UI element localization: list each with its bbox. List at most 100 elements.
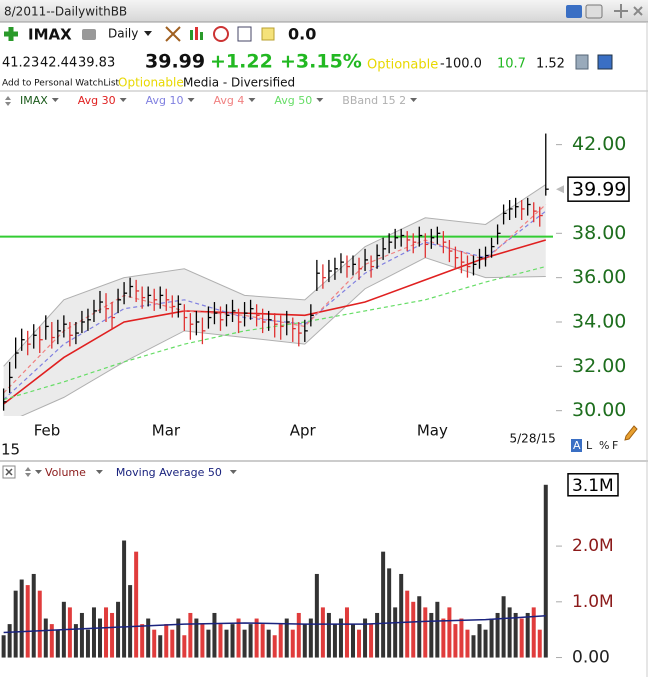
y-tick-label: 0.00 [572, 648, 610, 668]
volume-bar [471, 635, 476, 658]
volume-bar [110, 612, 115, 658]
change-field: 0.0 [288, 25, 316, 44]
bband-upper [3, 184, 547, 367]
volume-bar [423, 607, 428, 658]
side-button[interactable]: L [586, 439, 593, 452]
x-tick-label: Feb [34, 422, 61, 440]
last-volume-box [567, 473, 619, 497]
move-handle[interactable] [614, 4, 628, 18]
volume-bar [73, 624, 78, 658]
volume-bar [417, 596, 422, 658]
add-icon[interactable] [4, 27, 18, 41]
side-button-box[interactable] [571, 439, 582, 452]
pencil-icon[interactable] [624, 425, 638, 441]
volume-bar [19, 579, 24, 658]
y-tick-label: 34.00 [572, 310, 626, 332]
volume-bar [477, 624, 482, 658]
volume-bar [543, 484, 548, 658]
legend-dropdown[interactable] [410, 98, 418, 102]
legend-dropdown[interactable] [51, 98, 59, 102]
pane-mover[interactable] [25, 467, 31, 477]
volume-bar [55, 629, 60, 658]
volume-bar [284, 618, 289, 658]
volume-bar [513, 612, 518, 658]
alarm-icon[interactable] [213, 26, 229, 42]
volume-bar [387, 568, 392, 658]
volume-bar [525, 612, 530, 658]
last-price-pointer [556, 185, 564, 194]
side-button[interactable]: F [612, 439, 618, 452]
volume-bar [49, 624, 54, 658]
legend-entry[interactable]: Avg 30 [78, 94, 116, 107]
volume-bar [170, 629, 175, 658]
volume-bar [116, 601, 121, 658]
legend-entry[interactable]: BBand 15 2 [342, 94, 406, 107]
legend-entry[interactable]: Avg 50 [274, 94, 312, 107]
volume-bar [381, 551, 386, 658]
y-tick-label: 1.0M [572, 592, 614, 612]
legend-dropdown[interactable] [248, 98, 256, 102]
y-tick-label: 36.00 [572, 266, 626, 288]
volume-bar [104, 607, 109, 658]
volume-bar [441, 618, 446, 658]
s-button[interactable] [566, 5, 582, 18]
print-icon[interactable] [82, 29, 96, 40]
legend-grip [5, 96, 11, 106]
period-dropdown[interactable] [144, 31, 152, 36]
db-icon[interactable] [575, 54, 589, 70]
volume-bar [453, 624, 458, 658]
optionable: Optionable [367, 58, 438, 73]
legend-entry[interactable]: Avg 10 [146, 94, 184, 107]
volume-bar [338, 618, 343, 658]
legend-dropdown[interactable] [119, 98, 127, 102]
legend-dropdown[interactable] [229, 470, 237, 474]
side-button[interactable]: % [599, 439, 609, 452]
x-tick-label: May [417, 422, 448, 440]
volume-bar [375, 612, 380, 658]
legend-entry[interactable]: IMAX [20, 94, 48, 107]
volume-bar [290, 629, 295, 658]
volume-bar [495, 612, 500, 658]
volume-average [3, 614, 546, 634]
last-price-label: 39.99 [572, 179, 626, 201]
volume-bar [411, 601, 416, 658]
legend-dropdown[interactable] [316, 98, 324, 102]
tools-icon[interactable] [165, 26, 181, 42]
note-icon[interactable] [261, 27, 275, 41]
close-button[interactable] [633, 6, 643, 16]
legend-dropdown[interactable] [35, 470, 42, 474]
volume-bar [363, 618, 368, 658]
period[interactable]: Daily [108, 27, 138, 41]
t-button[interactable] [585, 4, 603, 19]
volume-bar [158, 635, 163, 658]
volume-bar [97, 618, 102, 658]
side-button[interactable]: A [573, 439, 581, 452]
volume-bar [224, 629, 229, 658]
volume-bar [447, 607, 452, 658]
volume-bar [489, 618, 494, 658]
volume-bar [182, 635, 187, 658]
legend-entry[interactable]: Moving Average 50 [116, 466, 222, 479]
y-tick-label: 38.00 [572, 222, 626, 244]
legend-dropdown[interactable] [95, 470, 103, 474]
legend-entry[interactable]: Volume [45, 466, 86, 479]
volume-bar [128, 585, 133, 658]
volume-bar [531, 607, 536, 658]
volume-bar [140, 624, 145, 658]
volume-bar [188, 612, 193, 658]
legend-entry[interactable]: Avg 4 [214, 94, 245, 107]
legend-dropdown[interactable] [187, 98, 195, 102]
volume-bar [399, 573, 404, 658]
save-icon[interactable] [597, 54, 613, 70]
volume-bar [164, 624, 169, 658]
symbol[interactable]: IMAX [28, 26, 72, 44]
volume-bar [357, 629, 362, 658]
volume-bar [218, 624, 223, 658]
high: 42.44 [40, 56, 77, 71]
volume-bar [152, 629, 157, 658]
last-volume-label: 3.1M [572, 476, 614, 496]
y-tick-label: 2.0M [572, 536, 614, 556]
watchlist-link[interactable]: Add to Personal WatchList [2, 79, 120, 89]
calc-icon[interactable] [237, 26, 252, 42]
volume-bar [519, 618, 524, 658]
